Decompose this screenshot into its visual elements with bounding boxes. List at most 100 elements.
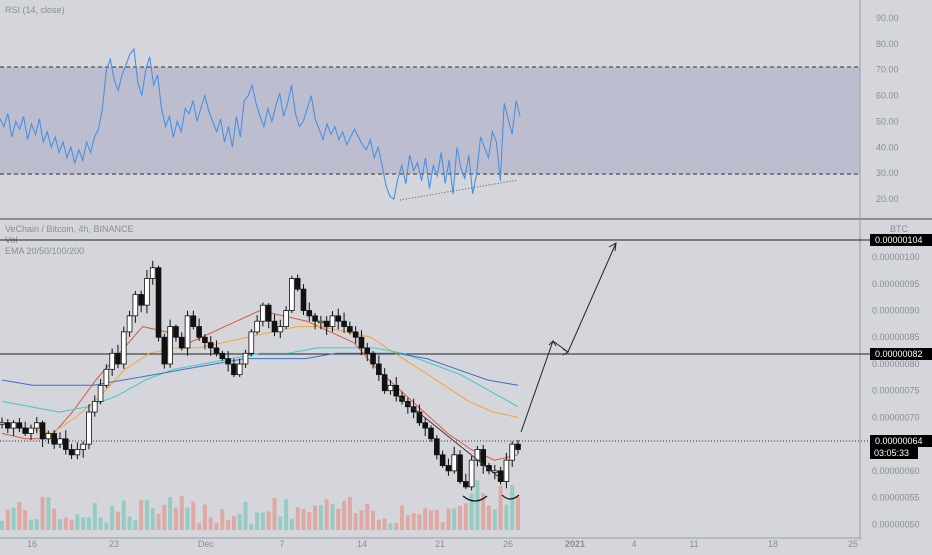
candle[interactable] [109,348,115,376]
candle[interactable] [248,328,255,357]
candle[interactable] [428,425,434,442]
candle[interactable] [10,420,17,436]
candle[interactable] [306,302,313,322]
candle[interactable] [91,395,98,417]
candle[interactable] [289,275,295,313]
candle[interactable] [97,378,104,405]
candle[interactable] [213,340,220,357]
candle[interactable] [503,452,510,489]
candle[interactable] [370,350,376,369]
volume-bar [371,510,376,530]
candle[interactable] [161,333,168,369]
rsi-pane[interactable]: RSI (14, close) 90.00 80.00 70.00 60.00 50.0… [0,5,899,204]
candle[interactable] [439,450,446,468]
volume-bar [434,509,439,530]
candle[interactable] [277,319,284,339]
candle[interactable] [376,355,382,382]
candle[interactable] [120,326,127,369]
candle-body [97,384,104,402]
candle[interactable] [132,290,139,323]
candle[interactable] [57,432,63,449]
candle[interactable] [16,418,23,433]
candle[interactable] [144,269,150,314]
candle[interactable] [202,334,208,350]
candle[interactable] [173,324,179,342]
volume-bar [110,505,115,530]
candle[interactable] [178,332,185,351]
candle[interactable] [236,358,243,378]
candle[interactable] [86,404,92,450]
candle[interactable] [347,321,353,335]
candle[interactable] [260,302,266,327]
candle[interactable] [323,316,330,336]
volume-bar [388,523,393,530]
candle[interactable] [39,420,46,448]
candle[interactable] [312,313,318,330]
volume-bar [202,504,207,530]
candle[interactable] [283,306,289,330]
candle[interactable] [416,404,423,426]
candle[interactable] [167,319,173,368]
candle[interactable] [45,430,52,444]
time-axis[interactable]: 16 23 Dec 7 14 21 26 2021 4 11 18 25 [27,539,858,549]
candle[interactable] [480,444,487,474]
candle[interactable] [219,350,226,361]
candle[interactable] [33,417,40,434]
candle[interactable] [387,379,394,395]
candle[interactable] [271,314,278,337]
candle[interactable] [445,458,452,476]
candle[interactable] [196,318,202,342]
candle[interactable] [254,315,260,335]
candle[interactable] [457,450,463,484]
candle[interactable] [138,290,144,313]
candle[interactable] [28,424,34,440]
candle[interactable] [103,364,110,388]
candle-body [74,449,81,456]
candle[interactable] [184,310,191,356]
price-pane[interactable]: VeChain / Bitcoin, 4h, BINANCE Vol EMA 2… [0,224,932,530]
candle[interactable] [265,303,272,329]
volume-bar [498,485,503,530]
candle[interactable] [80,441,86,458]
candle[interactable] [509,441,516,467]
candle[interactable] [22,421,28,436]
ema-label: EMA 20/50/100/200 [5,246,84,256]
candle[interactable] [294,274,301,292]
candle[interactable] [62,430,69,455]
candle[interactable] [4,419,11,434]
candle[interactable] [352,326,359,344]
candle[interactable] [335,308,342,330]
candle[interactable] [451,446,458,474]
candle[interactable] [318,315,324,330]
rsi-tick-label: 60.00 [876,91,899,101]
candle[interactable] [468,455,475,491]
candle[interactable] [231,358,237,378]
candle[interactable] [329,311,336,332]
projection-path [520,242,617,433]
candle[interactable] [68,443,75,460]
candle[interactable] [364,342,371,362]
candle[interactable] [242,349,249,368]
candle[interactable] [115,344,121,369]
candle[interactable] [515,439,521,454]
candle[interactable] [341,312,347,333]
candle[interactable] [0,417,5,429]
candle[interactable] [126,310,133,337]
candle[interactable] [381,368,388,394]
candle[interactable] [393,376,400,402]
candle[interactable] [51,430,57,449]
candle[interactable] [74,442,81,460]
candle[interactable] [422,417,429,437]
candle[interactable] [149,260,156,285]
candle[interactable] [207,336,214,356]
candle[interactable] [225,351,231,372]
candle[interactable] [358,330,365,356]
rsi-line[interactable] [0,47,521,201]
candle[interactable] [190,310,197,330]
candle[interactable] [463,473,469,490]
candle[interactable] [155,265,162,342]
candle[interactable] [300,284,307,316]
candle[interactable] [434,435,440,460]
volume-bar [185,507,190,530]
